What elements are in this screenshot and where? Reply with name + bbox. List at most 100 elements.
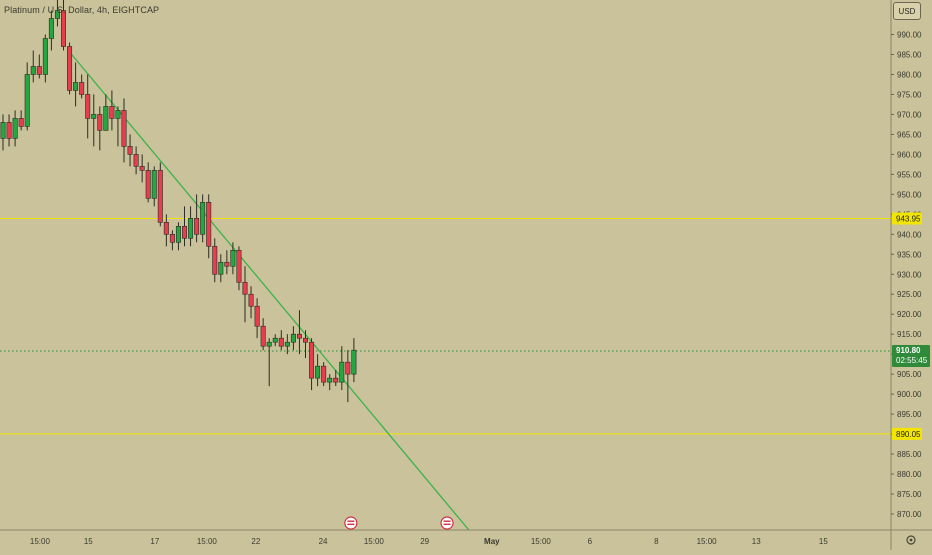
price-tick-label: 885.00 (897, 450, 922, 459)
candle-body[interactable] (339, 361, 345, 383)
price-tick-label: 895.00 (897, 410, 922, 419)
event-marker-icon[interactable] (344, 516, 358, 530)
candle-body[interactable] (194, 218, 200, 235)
candle-body[interactable] (200, 202, 206, 235)
time-tick-label: 15:00 (197, 537, 218, 546)
candle-body[interactable] (79, 82, 85, 95)
candle-body[interactable] (109, 106, 115, 119)
hline-price-badge[interactable] (892, 427, 922, 440)
candle-body[interactable] (224, 261, 230, 267)
candle-body[interactable] (24, 74, 30, 127)
candle-body[interactable] (115, 110, 121, 119)
candle-body[interactable] (309, 341, 315, 379)
price-tick-label: 935.00 (897, 250, 922, 259)
price-tick-label: 875.00 (897, 490, 922, 499)
candle-body[interactable] (163, 222, 169, 235)
candle-body[interactable] (260, 325, 266, 347)
candle-body[interactable] (48, 18, 54, 39)
price-tick-label: 915.00 (897, 330, 922, 339)
candle-body[interactable] (333, 377, 339, 383)
candle-body[interactable] (103, 106, 109, 131)
price-tick-label: 920.00 (897, 310, 922, 319)
candle-body[interactable] (206, 202, 212, 247)
price-tick-label: 955.00 (897, 170, 922, 179)
candle-body[interactable] (351, 349, 357, 375)
candle-body[interactable] (230, 249, 236, 267)
event-marker-flag-stripe (443, 523, 451, 525)
candle-body[interactable] (218, 261, 224, 275)
candle-body[interactable] (345, 361, 351, 375)
time-tick-label: 22 (251, 537, 260, 546)
price-tick-label: 965.00 (897, 130, 922, 139)
candle-body[interactable] (266, 341, 272, 347)
candle-body[interactable] (236, 249, 242, 283)
price-axis[interactable] (891, 0, 932, 550)
hline-price-label: 890.05 (896, 430, 921, 439)
event-marker-icon[interactable] (440, 516, 454, 530)
settings-gear-icon-center (909, 538, 913, 542)
candle-body[interactable] (0, 122, 6, 139)
candle-body[interactable] (121, 110, 127, 147)
time-tick-label: 15:00 (30, 537, 51, 546)
symbol-title: Platinum / U.S. Dollar, 4h, EIGHTCAP (4, 5, 160, 15)
price-tick-label: 960.00 (897, 150, 922, 159)
candle-body[interactable] (242, 281, 248, 295)
candle-body[interactable] (30, 66, 36, 75)
time-tick-label: 17 (150, 537, 159, 546)
candle-body[interactable] (169, 233, 175, 243)
candle-body[interactable] (18, 118, 24, 127)
price-tick-label: 990.00 (897, 31, 922, 40)
time-tick-label: 15:00 (531, 537, 552, 546)
candle-body[interactable] (67, 46, 73, 91)
candle-body[interactable] (151, 170, 157, 199)
candle-body[interactable] (296, 333, 302, 339)
hline-price-badge[interactable] (892, 212, 922, 225)
candle-body[interactable] (248, 293, 254, 307)
candle-body[interactable] (133, 154, 139, 167)
time-tick-label: May (484, 537, 500, 546)
candle-body[interactable] (36, 66, 42, 75)
candle-body[interactable] (327, 377, 333, 383)
candle-body[interactable] (54, 10, 60, 19)
candle-body[interactable] (272, 337, 278, 343)
candle-body[interactable] (91, 114, 97, 119)
currency-button[interactable]: USD (893, 2, 921, 20)
last-price-badge[interactable] (892, 344, 930, 367)
candle-body[interactable] (73, 82, 79, 91)
price-tick-label: 900.00 (897, 390, 922, 399)
candle-body[interactable] (139, 166, 145, 171)
candle-body[interactable] (290, 333, 296, 343)
candle-body[interactable] (284, 341, 290, 347)
time-tick-label: 15:00 (364, 537, 385, 546)
candle-body[interactable] (6, 122, 12, 139)
time-tick-label: 24 (319, 537, 328, 546)
candle-body[interactable] (85, 94, 91, 119)
last-price-label: 910.80 (896, 346, 921, 355)
price-tick-label: 940.00 (897, 230, 922, 239)
price-tick-label: 930.00 (897, 270, 922, 279)
candle-body[interactable] (127, 146, 133, 155)
settings-gear-icon[interactable] (906, 535, 916, 545)
candle-body[interactable] (302, 337, 308, 343)
event-marker-flag-stripe (443, 520, 451, 522)
candle-body[interactable] (145, 170, 151, 199)
candle-body[interactable] (315, 365, 321, 379)
trend-line[interactable] (67, 50, 470, 530)
candle-body[interactable] (175, 226, 181, 243)
candle-body[interactable] (157, 170, 163, 223)
candle-body[interactable] (212, 245, 218, 275)
candle-body[interactable] (182, 226, 188, 239)
candle-body[interactable] (278, 337, 284, 347)
time-tick-label: 6 (588, 537, 593, 546)
event-marker-flag-stripe (347, 523, 355, 525)
candle-body[interactable] (188, 218, 194, 239)
time-tick-label: 8 (654, 537, 659, 546)
candle-body[interactable] (60, 10, 66, 47)
candle-body[interactable] (97, 114, 103, 131)
candle-body[interactable] (321, 365, 327, 383)
candle-body[interactable] (254, 305, 260, 327)
candle-body[interactable] (12, 118, 18, 139)
candle-body[interactable] (42, 38, 48, 75)
